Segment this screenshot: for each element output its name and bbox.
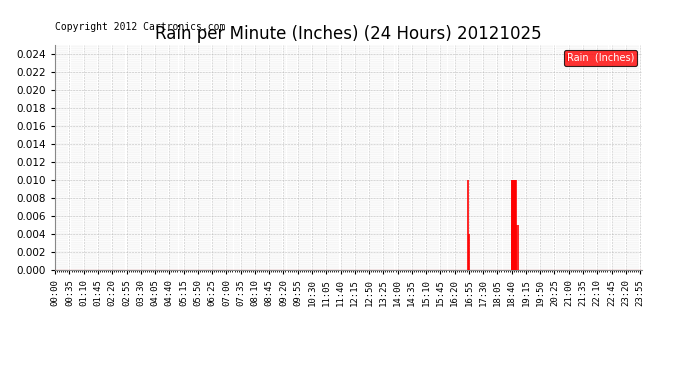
- Legend: Rain  (Inches): Rain (Inches): [564, 50, 637, 66]
- Title: Rain per Minute (Inches) (24 Hours) 20121025: Rain per Minute (Inches) (24 Hours) 2012…: [155, 26, 542, 44]
- Text: Copyright 2012 Cartronics.com: Copyright 2012 Cartronics.com: [55, 21, 226, 32]
